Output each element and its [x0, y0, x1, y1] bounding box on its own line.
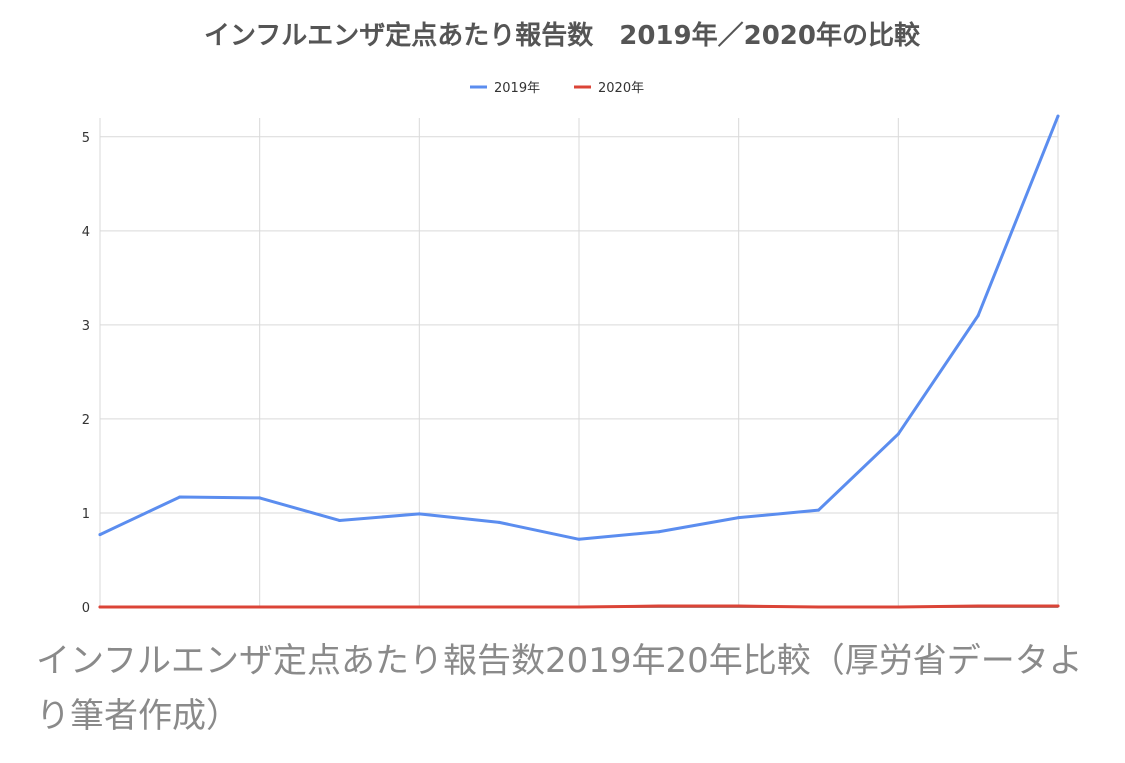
y-tick-label: 1 — [82, 507, 90, 522]
data-point — [497, 605, 501, 609]
data-point — [417, 605, 421, 609]
data-point — [98, 605, 102, 609]
data-point — [657, 530, 661, 534]
data-point — [338, 605, 341, 609]
data-point — [657, 604, 661, 608]
legend: 2019年 2020年 — [470, 81, 644, 96]
y-axis-ticks: 0 1 2 3 4 5 — [82, 131, 90, 616]
y-tick-label: 0 — [82, 601, 90, 616]
grid — [99, 118, 1059, 608]
y-tick-label: 2 — [82, 413, 90, 428]
data-point — [178, 605, 182, 609]
legend-label-2019: 2019年 — [494, 81, 540, 96]
data-point — [577, 605, 581, 609]
y-tick-label: 4 — [82, 225, 90, 240]
data-point — [817, 508, 820, 512]
legend-label-2020: 2020年 — [598, 81, 644, 96]
legend-item-2019: 2019年 — [470, 81, 540, 96]
data-point — [1056, 604, 1060, 608]
data-point — [976, 313, 980, 317]
data-point — [976, 604, 980, 608]
data-point — [258, 496, 262, 500]
data-point — [737, 604, 741, 608]
series-lines — [98, 114, 1060, 609]
data-point — [178, 495, 182, 499]
chart-title: インフルエンザ定点あたり報告数 2019年／2020年の比較 — [204, 20, 921, 51]
data-point — [338, 518, 341, 522]
data-point — [817, 605, 820, 609]
line-chart: インフルエンザ定点あたり報告数 2019年／2020年の比較 2019年 202… — [82, 20, 1060, 616]
figure-caption: インフルエンザ定点あたり報告数2019年20年比較（厚労省データより筆者作成） — [36, 641, 1083, 736]
data-point — [896, 432, 900, 436]
data-point — [497, 520, 501, 524]
data-point — [737, 516, 741, 520]
data-point — [896, 605, 900, 609]
data-point — [98, 533, 102, 537]
data-point — [1056, 114, 1060, 118]
data-point — [258, 605, 262, 609]
data-point — [577, 537, 581, 541]
y-tick-label: 3 — [82, 319, 90, 334]
legend-item-2020: 2020年 — [574, 81, 644, 96]
data-point — [417, 512, 421, 516]
y-tick-label: 5 — [82, 131, 90, 146]
